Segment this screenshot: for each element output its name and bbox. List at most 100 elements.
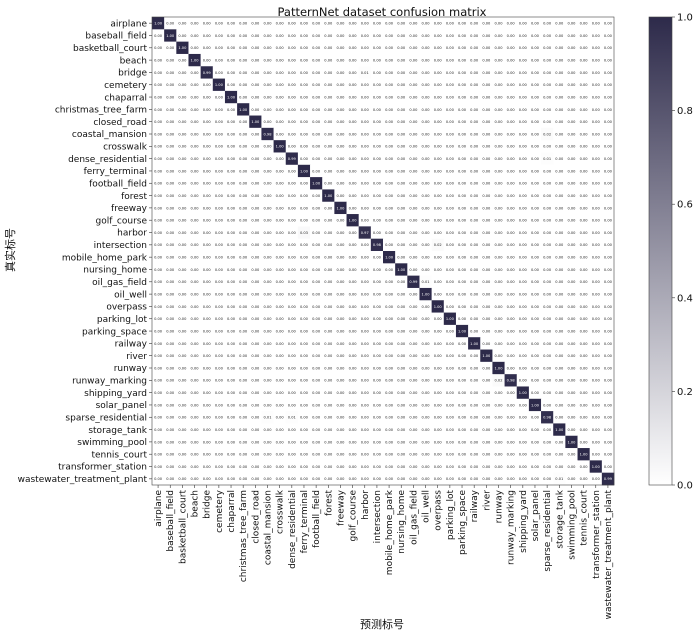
heatmap-cell xyxy=(431,66,445,79)
heatmap-cell xyxy=(164,127,177,141)
heatmap-cell xyxy=(443,78,457,92)
cell-value-label: 1.00 xyxy=(215,83,224,87)
cell-value-label: 0.00 xyxy=(324,71,333,75)
heatmap-cell xyxy=(431,251,445,264)
y-tick-label: golf_course xyxy=(96,216,148,226)
cell-value-label: 0.00 xyxy=(604,440,613,444)
heatmap-cell xyxy=(237,374,250,387)
cell-value-label: 0.00 xyxy=(178,428,187,432)
heatmap-cell xyxy=(297,386,311,400)
cell-value-label: 0.00 xyxy=(191,231,200,235)
cell-value-label: 0.00 xyxy=(276,280,285,284)
heatmap-cell xyxy=(322,214,335,227)
heatmap-cell xyxy=(565,275,578,289)
cell-value-label: 0.00 xyxy=(336,182,345,186)
heatmap-cell xyxy=(589,287,603,301)
cell-value-label: 0.00 xyxy=(482,342,491,346)
cell-value-label: 0.00 xyxy=(604,34,613,38)
cell-value-label: 0.00 xyxy=(531,120,540,124)
cell-value-label: 0.00 xyxy=(397,22,406,26)
cell-value-label: 0.00 xyxy=(361,354,370,358)
heatmap-cell xyxy=(334,312,347,326)
heatmap-cell xyxy=(273,66,287,79)
heatmap-cell xyxy=(601,164,615,178)
cell-value-label: 0.00 xyxy=(507,465,516,469)
cell-value-label: 0.00 xyxy=(567,71,576,75)
cell-value-label: 0.00 xyxy=(191,440,200,444)
heatmap-cell xyxy=(188,140,201,153)
heatmap-cell xyxy=(212,300,226,313)
heatmap-cell xyxy=(383,177,396,190)
heatmap-cell xyxy=(164,41,177,55)
cell-value-label: 0.00 xyxy=(178,354,187,358)
heatmap-cell xyxy=(528,177,542,190)
cell-value-label: 0.00 xyxy=(276,453,285,457)
heatmap-cell xyxy=(431,287,445,301)
cell-value-label: 0.00 xyxy=(324,83,333,87)
cell-value-label: 0.00 xyxy=(178,206,187,210)
cell-value-label: 0.00 xyxy=(494,256,503,260)
heatmap-cell xyxy=(407,53,420,67)
cell-value-label: 0.00 xyxy=(324,391,333,395)
cell-value-label: 0.00 xyxy=(397,416,406,420)
cell-value-label: 0.00 xyxy=(567,453,576,457)
heatmap-cell xyxy=(176,140,189,153)
cell-value-label: 0.00 xyxy=(531,182,540,186)
cell-value-label: 0.00 xyxy=(446,169,455,173)
cell-value-label: 0.00 xyxy=(336,403,345,407)
cell-value-label: 0.00 xyxy=(592,34,601,38)
heatmap-cell xyxy=(480,78,493,92)
cell-value-label: 0.00 xyxy=(239,34,248,38)
heatmap-cell xyxy=(589,29,603,42)
cell-value-label: 0.00 xyxy=(288,317,297,321)
heatmap-cell xyxy=(516,53,530,67)
heatmap-cell xyxy=(407,238,420,252)
cell-value-label: 0.00 xyxy=(446,342,455,346)
heatmap-cell xyxy=(297,238,311,252)
cell-value-label: 0.00 xyxy=(458,132,467,136)
cell-value-label: 0.00 xyxy=(604,231,613,235)
cell-value-label: 0.00 xyxy=(166,256,175,260)
cell-value-label: 0.00 xyxy=(458,22,467,26)
cell-value-label: 0.00 xyxy=(507,342,516,346)
heatmap-cell xyxy=(273,17,287,30)
heatmap-cell xyxy=(200,78,214,92)
heatmap-cell xyxy=(297,41,311,55)
heatmap-cell xyxy=(152,287,165,301)
heatmap-cell xyxy=(395,374,408,387)
heatmap-cell xyxy=(346,324,359,338)
heatmap-cell xyxy=(224,460,238,473)
heatmap-cell xyxy=(261,177,274,190)
heatmap-cell xyxy=(261,423,274,437)
heatmap-cell xyxy=(492,189,505,203)
cell-value-label: 0.00 xyxy=(409,329,418,333)
heatmap-cell xyxy=(285,287,299,301)
heatmap-cell xyxy=(164,374,177,387)
heatmap-cell xyxy=(541,140,554,153)
heatmap-cell xyxy=(334,238,347,252)
heatmap-cell xyxy=(492,177,505,190)
cell-value-label: 0.00 xyxy=(543,280,552,284)
heatmap-cell xyxy=(261,127,274,141)
cell-value-label: 0.00 xyxy=(203,231,212,235)
heatmap-cell xyxy=(565,41,578,55)
y-tick-label: basketball_court xyxy=(73,44,147,54)
heatmap-cell xyxy=(152,300,165,313)
cell-value-label: 0.00 xyxy=(409,354,418,358)
cell-value-label: 0.00 xyxy=(312,293,321,297)
heatmap-cell xyxy=(212,238,226,252)
heatmap-cell xyxy=(541,324,554,338)
cell-value-label: 0.00 xyxy=(191,243,200,247)
cell-value-label: 0.00 xyxy=(567,403,576,407)
heatmap-cell xyxy=(492,90,505,104)
heatmap-cell xyxy=(297,324,311,338)
heatmap-cell xyxy=(370,66,384,79)
heatmap-cell xyxy=(504,275,518,289)
heatmap-cell xyxy=(516,251,530,264)
heatmap-cell xyxy=(541,263,554,276)
heatmap-cell xyxy=(273,287,287,301)
heatmap-cell xyxy=(224,226,238,239)
heatmap-cell xyxy=(237,189,250,203)
cell-value-label: 0.00 xyxy=(385,108,394,112)
heatmap-cell xyxy=(395,127,408,141)
